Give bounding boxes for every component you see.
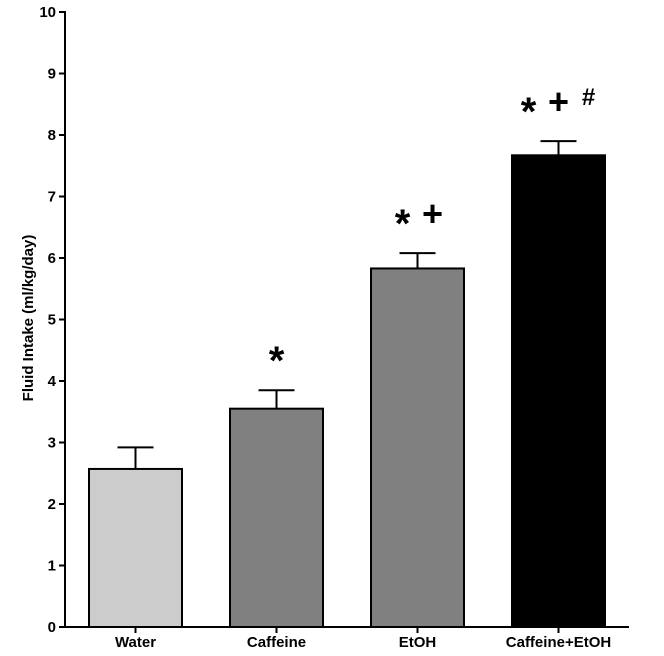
y-tick-label: 4 bbox=[48, 373, 57, 390]
bar bbox=[88, 467, 183, 628]
x-tick-label: Caffeine+EtOH bbox=[506, 634, 611, 651]
y-tick-label: 5 bbox=[48, 312, 56, 329]
significance-marker: * bbox=[395, 202, 411, 246]
significance-marker: # bbox=[582, 84, 595, 111]
significance-marker: + bbox=[548, 81, 569, 122]
y-tick-label: 8 bbox=[48, 127, 56, 144]
y-tick-label: 3 bbox=[48, 435, 56, 452]
x-tick-label: Water bbox=[115, 634, 156, 651]
y-tick-label: 9 bbox=[48, 66, 56, 83]
y-tick-label: 7 bbox=[48, 189, 56, 206]
bar bbox=[229, 407, 324, 628]
y-tick-label: 6 bbox=[48, 250, 56, 267]
y-tick-label: 10 bbox=[39, 4, 56, 21]
x-tick-label: EtOH bbox=[399, 634, 437, 651]
significance-marker: + bbox=[422, 193, 443, 234]
y-tick-label: 1 bbox=[48, 558, 56, 575]
bar bbox=[511, 154, 606, 628]
y-axis-label: Fluid Intake (ml/kg/day) bbox=[20, 235, 37, 402]
x-tick-label: Caffeine bbox=[247, 634, 306, 651]
y-tick-label: 2 bbox=[48, 496, 56, 513]
significance-marker: * bbox=[269, 339, 285, 383]
bar bbox=[370, 267, 465, 628]
plot-area: 0 1 2 3 4 5 6 7 8 9 10 Water Caffeine * EtOH * + Caffeine… bbox=[39, 4, 629, 651]
significance-marker: * bbox=[521, 90, 537, 134]
y-tick-label: 0 bbox=[48, 619, 56, 636]
